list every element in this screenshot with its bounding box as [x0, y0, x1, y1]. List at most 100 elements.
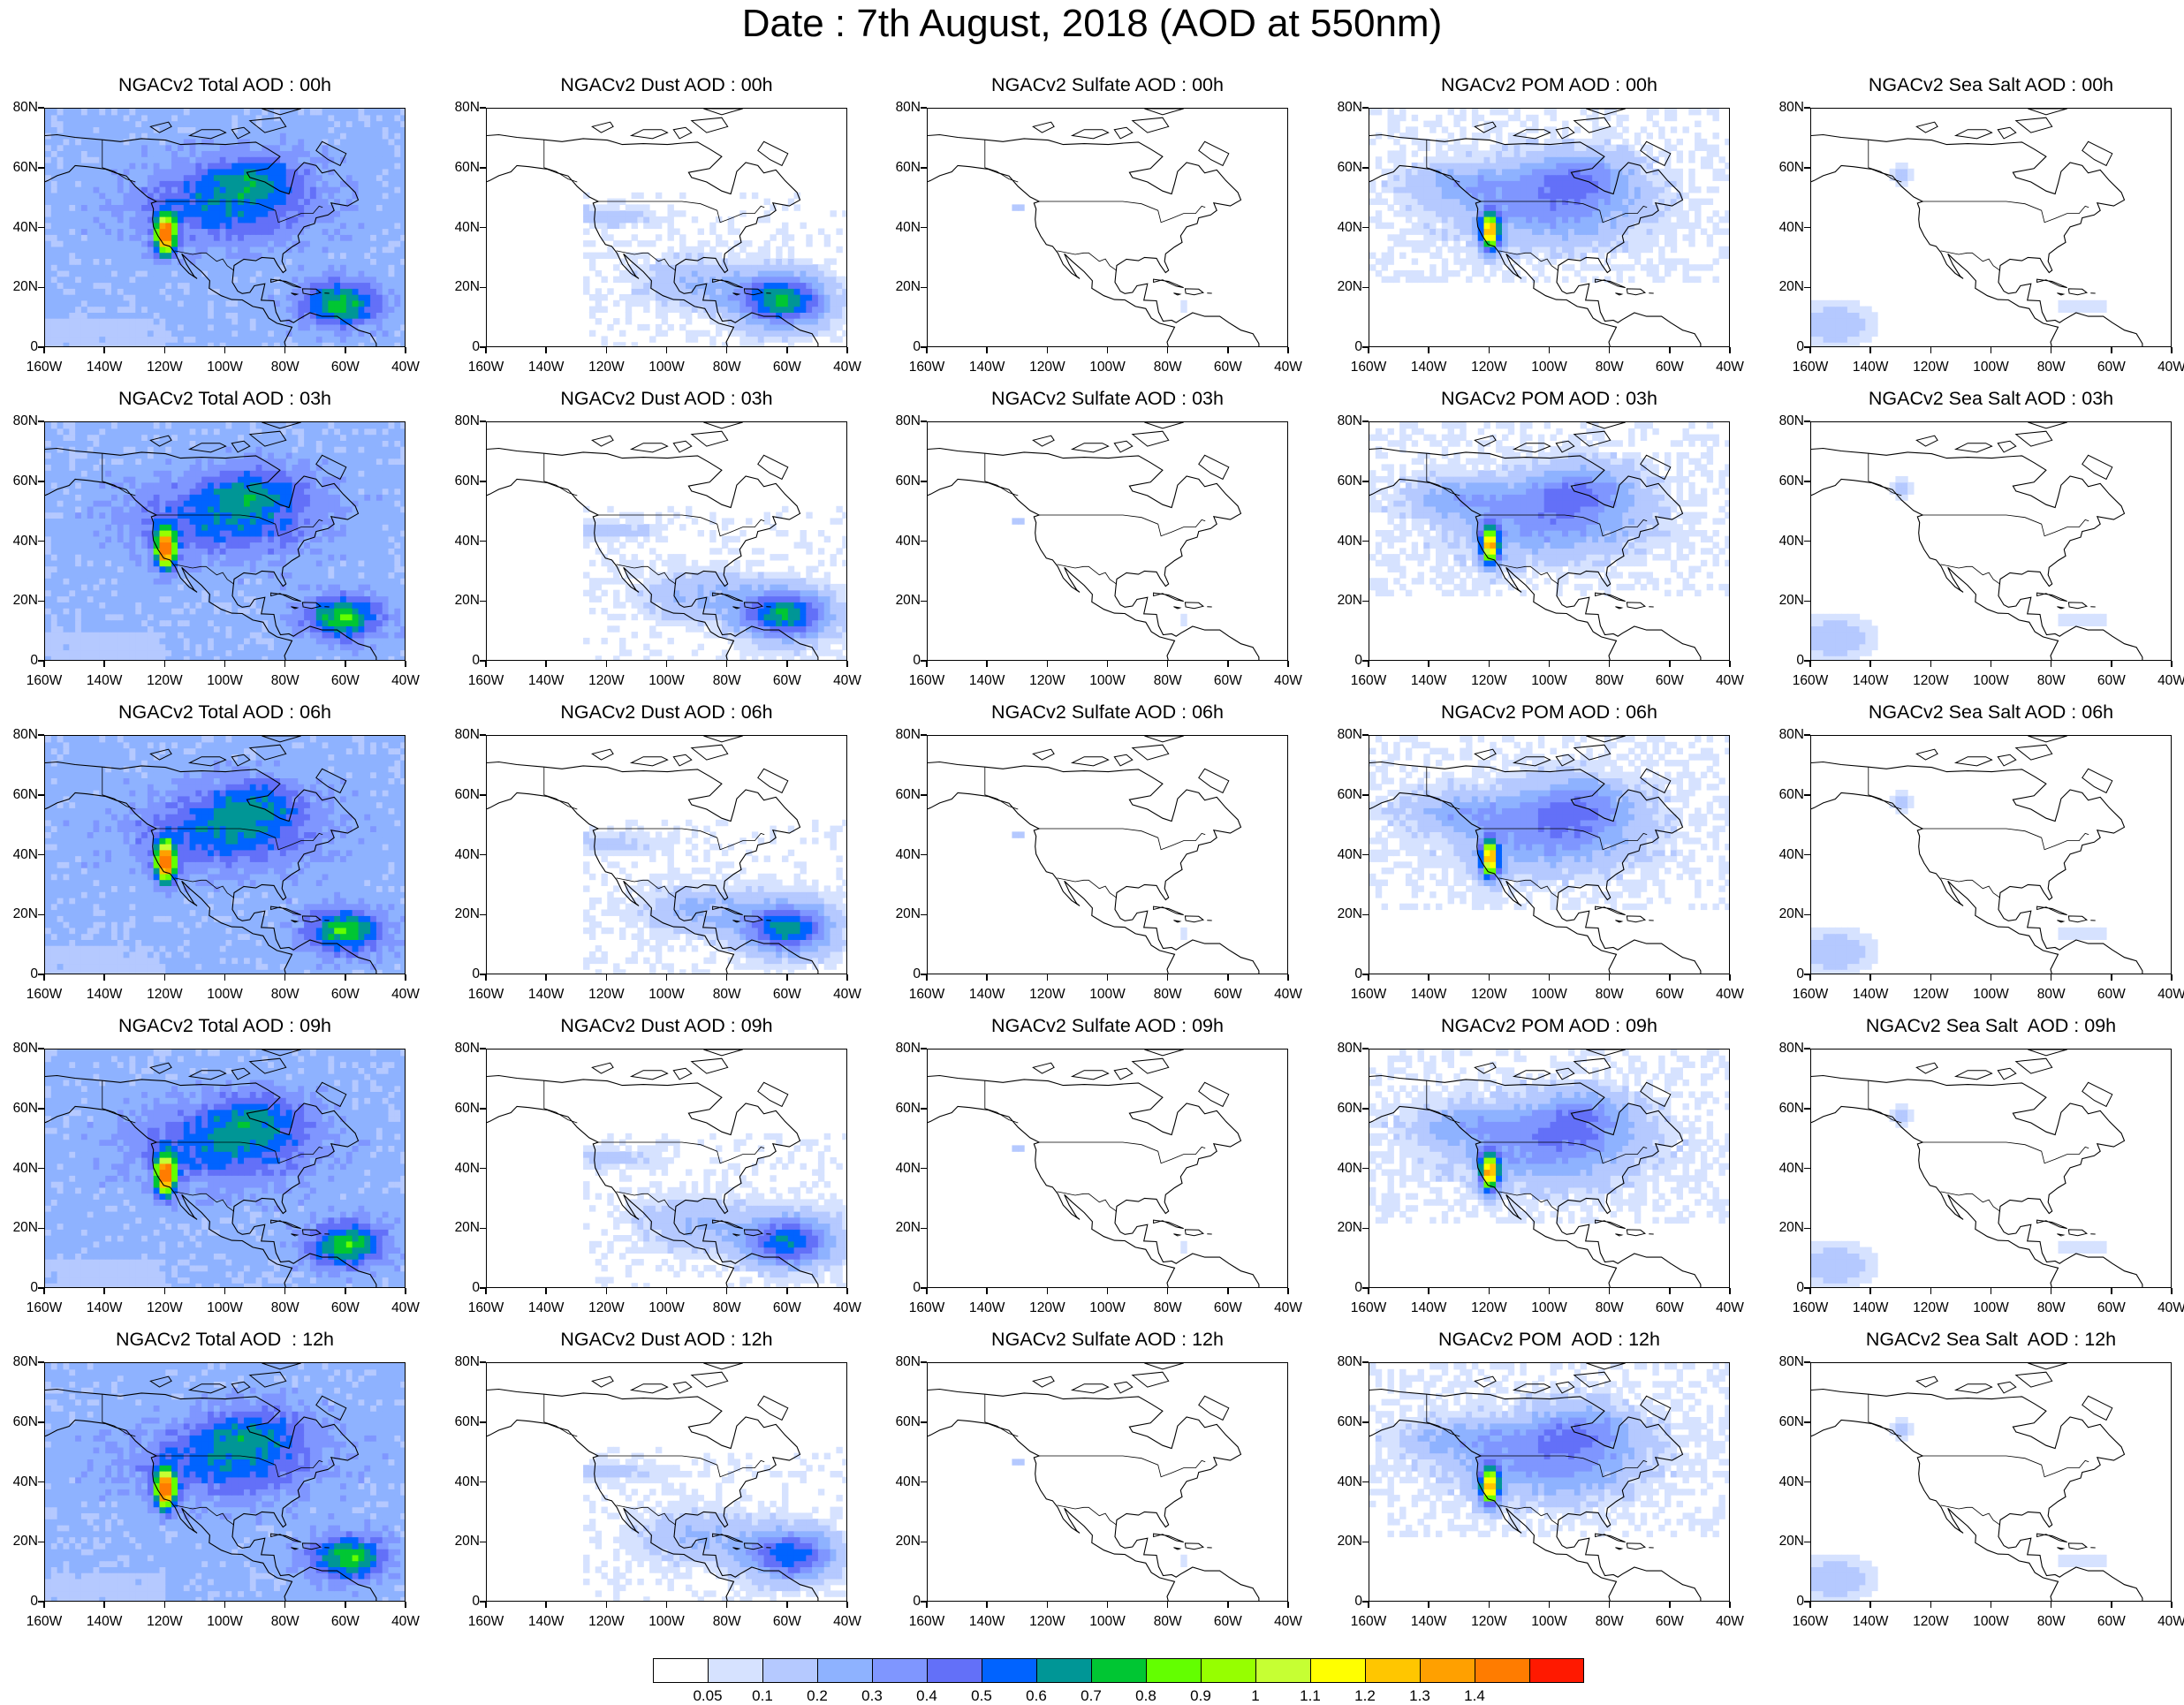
aod-cell — [1574, 216, 1581, 223]
aod-cell — [201, 186, 208, 193]
aod-cell — [1369, 264, 1376, 270]
aod-cell — [1598, 223, 1604, 229]
aod-cell — [304, 294, 310, 300]
aod-cell — [141, 312, 148, 318]
aod-cell — [64, 620, 70, 626]
aod-cell — [1460, 216, 1466, 223]
aod-cell — [1718, 246, 1725, 253]
aod-cell — [1568, 229, 1574, 235]
aod-cell — [400, 324, 406, 330]
aod-cell — [256, 270, 262, 277]
aod-cell — [1598, 210, 1604, 216]
aod-cell — [370, 223, 376, 229]
aod-cell — [389, 133, 395, 139]
aod-cell — [250, 264, 256, 270]
aod-cell — [195, 632, 201, 638]
aod-cell — [45, 312, 51, 318]
aod-cell — [111, 121, 118, 127]
aod-cell — [1538, 246, 1544, 253]
aod-cell — [87, 638, 94, 644]
aod-cell — [99, 240, 105, 246]
aod-cell — [1502, 145, 1508, 151]
aod-cell — [679, 307, 686, 313]
aod-cell — [226, 336, 232, 342]
aod-cell — [178, 121, 184, 127]
aod-cell — [1502, 186, 1508, 193]
aod-cell — [668, 210, 674, 216]
aod-cell — [1436, 186, 1442, 193]
aod-cell — [274, 655, 280, 661]
aod-cell — [304, 156, 310, 163]
aod-cell — [346, 229, 353, 235]
aod-cell — [1429, 163, 1436, 169]
aod-cell — [1496, 204, 1502, 210]
aod-cell — [1466, 175, 1472, 181]
lon-tick-label: 60W — [2085, 360, 2138, 375]
aod-cell — [668, 253, 674, 259]
aod-cell — [1652, 240, 1658, 246]
aod-cell — [370, 229, 376, 235]
aod-cell — [292, 121, 299, 127]
aod-cell — [1568, 175, 1574, 181]
aod-cell — [1484, 246, 1490, 253]
aod-cell — [298, 644, 304, 650]
aod-cell — [602, 223, 608, 229]
aod-cell — [75, 234, 81, 240]
aod-cell — [274, 169, 280, 175]
lon-tick-label: 40W — [821, 360, 874, 375]
aod-cell — [1556, 210, 1562, 216]
aod-cell — [1824, 300, 1830, 307]
aod-cell — [148, 126, 154, 133]
aod-cell — [1581, 234, 1587, 240]
aod-cell — [195, 169, 201, 175]
aod-cell — [220, 638, 226, 644]
aod-cell — [1665, 180, 1671, 186]
aod-cell — [806, 300, 812, 307]
aod-cell — [75, 121, 81, 127]
aod-cell — [1496, 186, 1502, 193]
aod-cell — [1478, 258, 1484, 264]
aod-cell — [602, 216, 608, 223]
aod-cell — [2059, 307, 2065, 313]
aod-cell — [304, 620, 310, 626]
aod-cell — [75, 115, 81, 121]
aod-cell — [256, 156, 262, 163]
aod-cell — [1847, 307, 1854, 313]
aod-cell — [1532, 186, 1538, 193]
aod-cell — [45, 294, 51, 300]
aod-cell — [214, 216, 220, 223]
aod-cell — [244, 336, 250, 342]
lat-tick — [1362, 287, 1369, 289]
aod-cell — [376, 649, 383, 655]
aod-cell — [722, 288, 728, 294]
aod-cell — [208, 307, 214, 313]
aod-cell — [1683, 193, 1689, 199]
aod-cell — [195, 318, 201, 324]
aod-cell — [148, 234, 154, 240]
aod-cell — [64, 175, 70, 181]
aod-cell — [160, 307, 166, 313]
aod-cell — [1520, 175, 1526, 181]
aod-cell — [1436, 216, 1442, 223]
aod-cell — [400, 145, 406, 151]
aod-cell — [184, 625, 190, 632]
aod-cell — [105, 163, 111, 169]
aod-cell — [1502, 156, 1508, 163]
aod-cell — [376, 253, 383, 259]
aod-cell — [111, 330, 118, 337]
aod-cell — [201, 318, 208, 324]
aod-cell — [1490, 156, 1496, 163]
aod-cell — [788, 336, 794, 342]
aod-cell — [129, 258, 135, 264]
aod-cell — [1393, 270, 1399, 277]
aod-cell — [1677, 258, 1683, 264]
aod-cell — [171, 294, 178, 300]
aod-cell — [1484, 186, 1490, 193]
aod-cell — [1532, 216, 1538, 223]
aod-cell — [1460, 180, 1466, 186]
aod-cell — [64, 632, 70, 638]
aod-cell — [1830, 336, 1836, 342]
aod-cell — [141, 121, 148, 127]
aod-cell — [165, 193, 171, 199]
aod-cell — [1490, 210, 1496, 216]
